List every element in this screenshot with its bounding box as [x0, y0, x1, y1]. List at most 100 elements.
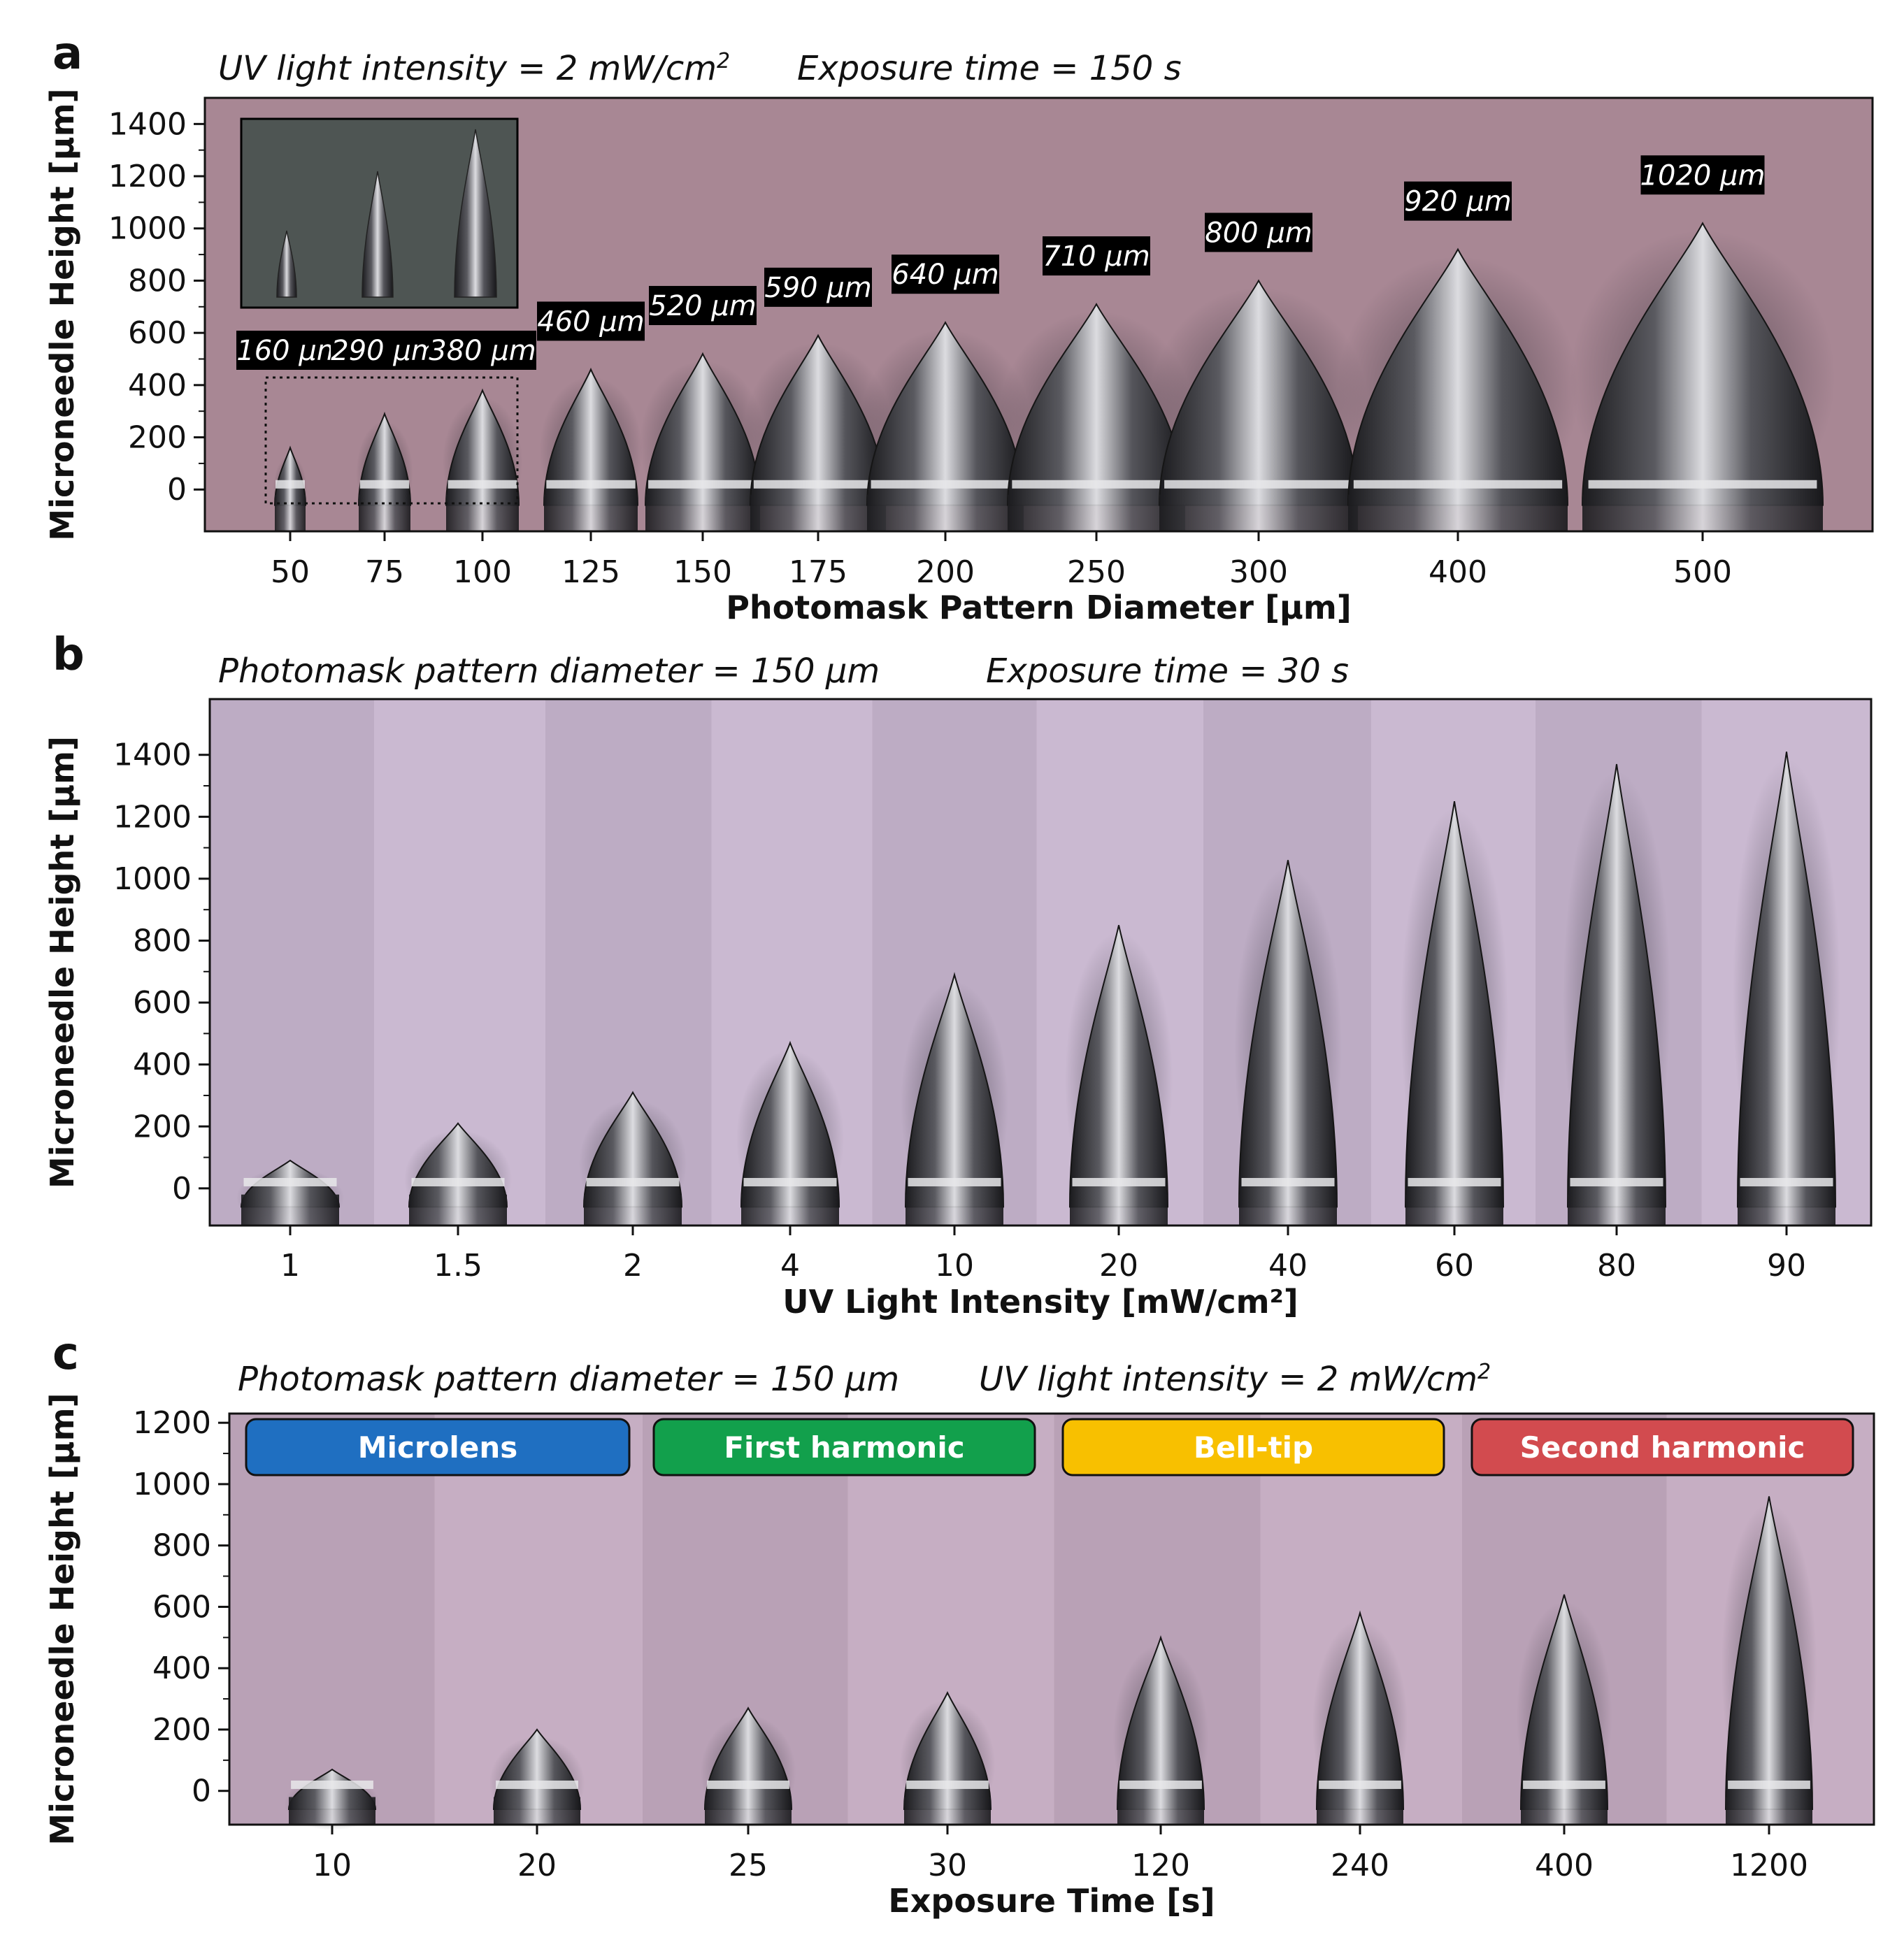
height-label: 160 µm: [236, 331, 344, 370]
height-label: 800 µm: [1205, 213, 1312, 252]
needle-base-ring: [1588, 480, 1817, 489]
x-tick-label: 40: [1268, 1248, 1308, 1284]
height-label: 460 µm: [537, 301, 645, 341]
x-tick-label: 250: [1067, 554, 1126, 590]
height-label-box: [764, 267, 872, 307]
needle-pedestal: [1582, 494, 1823, 531]
y-tick-label: 0: [172, 1171, 192, 1207]
microneedle: [736, 1040, 844, 1228]
x-tick-label: 25: [729, 1848, 768, 1883]
inset-needle: [276, 230, 297, 298]
needle-body: [1519, 1594, 1609, 1811]
microneedle: [1563, 763, 1670, 1228]
height-label-box: [236, 331, 344, 370]
height-label: 920 µm: [1404, 181, 1512, 221]
x-tick-label: 10: [313, 1848, 352, 1883]
microneedle: [404, 1122, 512, 1228]
microneedle: [1733, 752, 1840, 1228]
image-tile: [210, 699, 374, 1226]
y-tick-label: 200: [152, 1712, 211, 1748]
needle-pedestal: [1568, 1194, 1666, 1226]
y-tick-label: 600: [152, 1589, 211, 1625]
needle-base-ring: [648, 480, 757, 489]
height-label-box: [1404, 181, 1512, 221]
zoom-region-box: [264, 376, 519, 505]
y-tick-label: 1200: [108, 159, 187, 194]
needle-base-ring: [359, 480, 410, 489]
y-tick-label: 0: [167, 472, 187, 508]
height-label-text: 380 µm: [429, 335, 536, 367]
needle-body: [1581, 222, 1824, 506]
condition-c-1: Photomask pattern diameter = 150 µm: [238, 1360, 900, 1399]
needle-base-ring: [291, 1780, 373, 1789]
microneedle: [579, 1091, 687, 1228]
x-tick-label: 75: [365, 554, 404, 590]
needle-base-ring: [908, 1177, 1001, 1186]
height-label: 590 µm: [764, 267, 872, 307]
y-tick-label: 1200: [113, 799, 192, 835]
height-label-box: [429, 331, 536, 370]
y-tick-label: 400: [128, 368, 187, 403]
needle-pedestal: [446, 494, 519, 531]
microneedle: [236, 1159, 344, 1228]
y-tick-label: 800: [128, 263, 187, 299]
x-tick-label: 100: [453, 554, 512, 590]
needle-base-ring: [586, 1177, 680, 1186]
y-tick-label: 800: [152, 1528, 211, 1564]
y-tick-label: 1400: [108, 106, 187, 142]
x-tick-label: 240: [1331, 1848, 1389, 1883]
y-tick-label: 1400: [113, 738, 192, 773]
needle-body: [1566, 763, 1667, 1208]
microneedle: [1401, 801, 1508, 1228]
y-tick-label: 0: [192, 1774, 211, 1809]
height-label-text: 920 µm: [1404, 186, 1511, 218]
needle-pedestal: [1159, 494, 1358, 531]
inset-needle: [454, 129, 497, 298]
height-label-box: [331, 331, 438, 370]
needle-base-ring: [871, 480, 1020, 489]
needle-body: [1404, 801, 1505, 1208]
needle-base-ring: [1164, 480, 1353, 489]
needle-base-ring: [1353, 480, 1563, 489]
x-axis-title: Exposure Time [s]: [888, 1882, 1215, 1920]
plot-frame: [203, 96, 1874, 533]
y-tick-label: 1200: [133, 1405, 211, 1441]
needle-body: [1724, 1496, 1814, 1811]
height-label-box: [537, 301, 645, 341]
needle-pedestal: [645, 494, 760, 531]
needle-pedestal: [906, 1194, 1003, 1226]
y-tick-label: 1000: [133, 1467, 211, 1502]
height-label-text: 1020 µm: [1640, 159, 1766, 192]
needle-pedestal: [494, 1797, 580, 1825]
needle-pedestal: [544, 494, 638, 531]
stage-label-box: [1061, 1418, 1445, 1476]
height-label-text: 710 µm: [1043, 240, 1150, 273]
microneedle: [743, 333, 893, 531]
condition-b-1: Photomask pattern diameter = 150 µm: [218, 652, 880, 691]
panel-c-plot: Microlens First harmonic Bell-tip Second ha…: [43, 1393, 1875, 1920]
needle-pedestal: [241, 1194, 339, 1226]
stage-label-box: [652, 1418, 1036, 1476]
height-label-box: [1205, 213, 1312, 252]
height-label-text: 640 µm: [892, 259, 998, 291]
needle-base-ring: [1072, 1177, 1166, 1186]
stage-label-text: First harmonic: [724, 1430, 964, 1465]
needle-body: [1347, 247, 1569, 506]
microneedle: [1312, 1610, 1408, 1831]
needle-base-ring: [743, 1177, 837, 1186]
needle-pedestal: [275, 494, 306, 531]
y-tick-label: 600: [133, 985, 192, 1021]
needle-base-ring: [1241, 1177, 1335, 1186]
microneedle: [539, 367, 643, 531]
x-tick-label: 400: [1535, 1848, 1594, 1883]
height-label-text: 290 µm: [331, 335, 438, 367]
microneedle: [356, 411, 413, 531]
height-label-text: 520 µm: [649, 290, 756, 322]
needle-body: [1068, 925, 1169, 1208]
stage-label-text: Microlens: [358, 1430, 517, 1465]
microneedle: [284, 1768, 380, 1831]
stage-label: Microlens: [245, 1418, 631, 1476]
stage-label-box: [1470, 1418, 1854, 1476]
stage-label: Second harmonic: [1470, 1418, 1854, 1476]
